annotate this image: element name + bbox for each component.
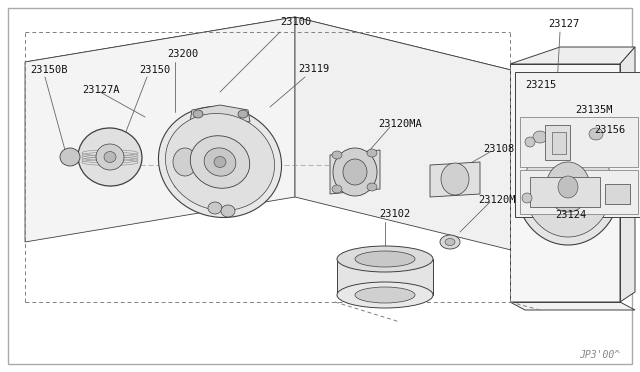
Ellipse shape (78, 128, 142, 186)
Polygon shape (25, 17, 560, 124)
Ellipse shape (441, 163, 469, 195)
Polygon shape (510, 64, 620, 302)
Ellipse shape (159, 106, 282, 218)
Bar (552, 132, 566, 154)
Polygon shape (510, 47, 635, 64)
Ellipse shape (332, 151, 342, 159)
Ellipse shape (589, 128, 603, 140)
Ellipse shape (104, 151, 116, 163)
Polygon shape (510, 302, 635, 310)
Ellipse shape (525, 137, 535, 147)
Text: 23119: 23119 (298, 64, 329, 74)
Ellipse shape (533, 131, 547, 143)
Polygon shape (337, 259, 433, 295)
Text: JP3'00^: JP3'00^ (579, 350, 620, 360)
Text: 23135M: 23135M (575, 105, 612, 115)
Ellipse shape (333, 148, 377, 196)
Ellipse shape (337, 282, 433, 308)
Ellipse shape (332, 185, 342, 193)
Ellipse shape (524, 137, 612, 237)
Ellipse shape (604, 178, 620, 196)
Ellipse shape (337, 246, 433, 272)
Ellipse shape (173, 148, 197, 176)
Bar (605, 184, 630, 204)
Text: 23108: 23108 (483, 144, 515, 154)
Ellipse shape (522, 193, 532, 203)
Ellipse shape (221, 205, 235, 217)
Bar (520, 170, 638, 214)
Polygon shape (295, 17, 560, 262)
Text: 23215: 23215 (525, 80, 556, 90)
Ellipse shape (367, 183, 377, 191)
Text: 23127A: 23127A (82, 85, 120, 95)
Text: 23100: 23100 (280, 17, 311, 27)
Ellipse shape (208, 202, 222, 214)
Ellipse shape (343, 159, 367, 185)
Polygon shape (330, 150, 380, 194)
Ellipse shape (193, 110, 203, 118)
Ellipse shape (355, 287, 415, 303)
Text: 23120MA: 23120MA (378, 119, 422, 129)
Ellipse shape (546, 162, 590, 212)
Ellipse shape (440, 235, 460, 249)
Ellipse shape (238, 110, 248, 118)
Ellipse shape (166, 113, 275, 211)
Bar (530, 177, 600, 207)
Bar (515, 72, 640, 217)
Ellipse shape (60, 148, 80, 166)
Text: 23156: 23156 (594, 125, 625, 135)
Bar (520, 117, 638, 167)
Polygon shape (175, 137, 195, 187)
Ellipse shape (214, 157, 226, 167)
Ellipse shape (367, 149, 377, 157)
Text: 23127: 23127 (548, 19, 579, 29)
Bar (545, 125, 570, 160)
Polygon shape (430, 162, 480, 197)
Ellipse shape (516, 129, 620, 245)
Polygon shape (25, 17, 295, 242)
Ellipse shape (190, 136, 250, 188)
Ellipse shape (355, 251, 415, 267)
Polygon shape (190, 105, 250, 122)
Polygon shape (620, 47, 635, 302)
Text: 23124: 23124 (555, 210, 586, 220)
Text: 23150: 23150 (139, 65, 170, 75)
Ellipse shape (558, 176, 578, 198)
Ellipse shape (204, 148, 236, 176)
Text: 23150B: 23150B (30, 65, 67, 75)
Text: 23200: 23200 (167, 49, 198, 59)
Text: 23120M: 23120M (478, 195, 515, 205)
Ellipse shape (96, 144, 124, 170)
Text: 23102: 23102 (379, 209, 410, 219)
Ellipse shape (445, 238, 455, 246)
